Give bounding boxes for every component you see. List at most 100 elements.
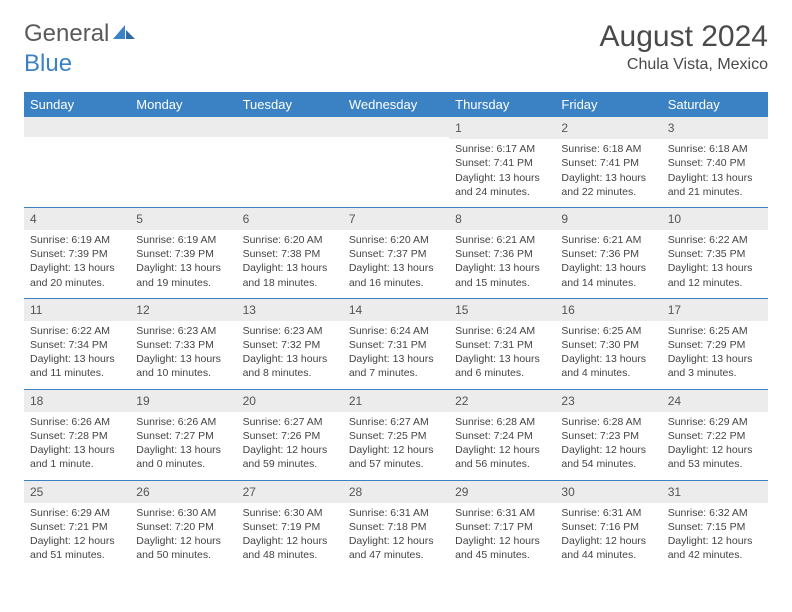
day-header: Tuesday — [237, 92, 343, 117]
day-details: Sunrise: 6:31 AMSunset: 7:16 PMDaylight:… — [555, 503, 661, 571]
calendar-day-cell: 2Sunrise: 6:18 AMSunset: 7:41 PMDaylight… — [555, 117, 661, 207]
calendar-day-cell: 22Sunrise: 6:28 AMSunset: 7:24 PMDayligh… — [449, 389, 555, 480]
day-details: Sunrise: 6:22 AMSunset: 7:34 PMDaylight:… — [24, 321, 130, 389]
day-number: 28 — [343, 481, 449, 503]
day-details: Sunrise: 6:19 AMSunset: 7:39 PMDaylight:… — [24, 230, 130, 298]
calendar-day-cell: 21Sunrise: 6:27 AMSunset: 7:25 PMDayligh… — [343, 389, 449, 480]
day-details: Sunrise: 6:29 AMSunset: 7:22 PMDaylight:… — [662, 412, 768, 480]
day-details: Sunrise: 6:18 AMSunset: 7:41 PMDaylight:… — [555, 139, 661, 207]
day-number: 3 — [662, 117, 768, 139]
calendar-day-cell: 1Sunrise: 6:17 AMSunset: 7:41 PMDaylight… — [449, 117, 555, 207]
calendar-day-cell: 5Sunrise: 6:19 AMSunset: 7:39 PMDaylight… — [130, 207, 236, 298]
day-details: Sunrise: 6:29 AMSunset: 7:21 PMDaylight:… — [24, 503, 130, 571]
calendar-day-cell: 25Sunrise: 6:29 AMSunset: 7:21 PMDayligh… — [24, 480, 130, 570]
calendar-day-cell: 27Sunrise: 6:30 AMSunset: 7:19 PMDayligh… — [237, 480, 343, 570]
day-header: Sunday — [24, 92, 130, 117]
day-number: 19 — [130, 390, 236, 412]
calendar-day-cell — [24, 117, 130, 207]
day-details: Sunrise: 6:19 AMSunset: 7:39 PMDaylight:… — [130, 230, 236, 298]
day-number — [237, 117, 343, 137]
day-number: 5 — [130, 208, 236, 230]
calendar-day-cell: 17Sunrise: 6:25 AMSunset: 7:29 PMDayligh… — [662, 298, 768, 389]
calendar-week-row: 4Sunrise: 6:19 AMSunset: 7:39 PMDaylight… — [24, 207, 768, 298]
day-header: Saturday — [662, 92, 768, 117]
title-block: August 2024 Chula Vista, Mexico — [600, 20, 768, 74]
month-title: August 2024 — [600, 20, 768, 54]
calendar-day-cell: 6Sunrise: 6:20 AMSunset: 7:38 PMDaylight… — [237, 207, 343, 298]
day-number: 25 — [24, 481, 130, 503]
day-details — [24, 137, 130, 148]
day-number: 7 — [343, 208, 449, 230]
day-number: 31 — [662, 481, 768, 503]
calendar-day-cell: 7Sunrise: 6:20 AMSunset: 7:37 PMDaylight… — [343, 207, 449, 298]
calendar-day-cell: 4Sunrise: 6:19 AMSunset: 7:39 PMDaylight… — [24, 207, 130, 298]
day-number: 30 — [555, 481, 661, 503]
day-number: 26 — [130, 481, 236, 503]
day-details: Sunrise: 6:28 AMSunset: 7:23 PMDaylight:… — [555, 412, 661, 480]
day-number: 10 — [662, 208, 768, 230]
day-details: Sunrise: 6:17 AMSunset: 7:41 PMDaylight:… — [449, 139, 555, 207]
calendar-day-cell: 12Sunrise: 6:23 AMSunset: 7:33 PMDayligh… — [130, 298, 236, 389]
day-number: 9 — [555, 208, 661, 230]
logo: General — [24, 20, 135, 48]
day-details: Sunrise: 6:25 AMSunset: 7:30 PMDaylight:… — [555, 321, 661, 389]
day-details: Sunrise: 6:26 AMSunset: 7:28 PMDaylight:… — [24, 412, 130, 480]
calendar-day-cell: 8Sunrise: 6:21 AMSunset: 7:36 PMDaylight… — [449, 207, 555, 298]
day-number: 16 — [555, 299, 661, 321]
day-details: Sunrise: 6:21 AMSunset: 7:36 PMDaylight:… — [555, 230, 661, 298]
day-header: Monday — [130, 92, 236, 117]
day-number: 17 — [662, 299, 768, 321]
day-number: 18 — [24, 390, 130, 412]
day-number: 29 — [449, 481, 555, 503]
day-details: Sunrise: 6:26 AMSunset: 7:27 PMDaylight:… — [130, 412, 236, 480]
day-details: Sunrise: 6:27 AMSunset: 7:26 PMDaylight:… — [237, 412, 343, 480]
day-details: Sunrise: 6:21 AMSunset: 7:36 PMDaylight:… — [449, 230, 555, 298]
day-header: Friday — [555, 92, 661, 117]
day-details: Sunrise: 6:22 AMSunset: 7:35 PMDaylight:… — [662, 230, 768, 298]
day-details: Sunrise: 6:28 AMSunset: 7:24 PMDaylight:… — [449, 412, 555, 480]
calendar-day-cell: 28Sunrise: 6:31 AMSunset: 7:18 PMDayligh… — [343, 480, 449, 570]
day-details: Sunrise: 6:32 AMSunset: 7:15 PMDaylight:… — [662, 503, 768, 571]
calendar-day-cell — [343, 117, 449, 207]
logo-sail-icon — [113, 20, 135, 48]
day-number: 2 — [555, 117, 661, 139]
day-number: 24 — [662, 390, 768, 412]
calendar-day-cell: 15Sunrise: 6:24 AMSunset: 7:31 PMDayligh… — [449, 298, 555, 389]
day-number — [24, 117, 130, 137]
calendar-day-cell: 9Sunrise: 6:21 AMSunset: 7:36 PMDaylight… — [555, 207, 661, 298]
calendar-day-cell — [237, 117, 343, 207]
day-details: Sunrise: 6:20 AMSunset: 7:37 PMDaylight:… — [343, 230, 449, 298]
day-number — [343, 117, 449, 137]
day-header: Thursday — [449, 92, 555, 117]
day-details: Sunrise: 6:18 AMSunset: 7:40 PMDaylight:… — [662, 139, 768, 207]
calendar-day-cell: 26Sunrise: 6:30 AMSunset: 7:20 PMDayligh… — [130, 480, 236, 570]
calendar-day-cell: 18Sunrise: 6:26 AMSunset: 7:28 PMDayligh… — [24, 389, 130, 480]
calendar-day-cell: 30Sunrise: 6:31 AMSunset: 7:16 PMDayligh… — [555, 480, 661, 570]
day-details: Sunrise: 6:27 AMSunset: 7:25 PMDaylight:… — [343, 412, 449, 480]
day-details: Sunrise: 6:30 AMSunset: 7:20 PMDaylight:… — [130, 503, 236, 571]
calendar-day-cell: 14Sunrise: 6:24 AMSunset: 7:31 PMDayligh… — [343, 298, 449, 389]
day-details — [343, 137, 449, 148]
location-label: Chula Vista, Mexico — [600, 56, 768, 74]
day-details: Sunrise: 6:23 AMSunset: 7:33 PMDaylight:… — [130, 321, 236, 389]
calendar-week-row: 11Sunrise: 6:22 AMSunset: 7:34 PMDayligh… — [24, 298, 768, 389]
day-details: Sunrise: 6:24 AMSunset: 7:31 PMDaylight:… — [449, 321, 555, 389]
day-number: 13 — [237, 299, 343, 321]
calendar-day-cell: 31Sunrise: 6:32 AMSunset: 7:15 PMDayligh… — [662, 480, 768, 570]
calendar-day-cell: 19Sunrise: 6:26 AMSunset: 7:27 PMDayligh… — [130, 389, 236, 480]
day-number: 8 — [449, 208, 555, 230]
day-number: 21 — [343, 390, 449, 412]
calendar-table: SundayMondayTuesdayWednesdayThursdayFrid… — [24, 92, 768, 570]
day-details: Sunrise: 6:30 AMSunset: 7:19 PMDaylight:… — [237, 503, 343, 571]
calendar-week-row: 1Sunrise: 6:17 AMSunset: 7:41 PMDaylight… — [24, 117, 768, 207]
day-number: 15 — [449, 299, 555, 321]
calendar-body: 1Sunrise: 6:17 AMSunset: 7:41 PMDaylight… — [24, 117, 768, 570]
day-number: 27 — [237, 481, 343, 503]
calendar-day-cell — [130, 117, 236, 207]
day-number: 6 — [237, 208, 343, 230]
day-number: 4 — [24, 208, 130, 230]
logo-word-general: General — [24, 20, 109, 48]
day-details: Sunrise: 6:25 AMSunset: 7:29 PMDaylight:… — [662, 321, 768, 389]
day-number: 1 — [449, 117, 555, 139]
calendar-day-cell: 16Sunrise: 6:25 AMSunset: 7:30 PMDayligh… — [555, 298, 661, 389]
